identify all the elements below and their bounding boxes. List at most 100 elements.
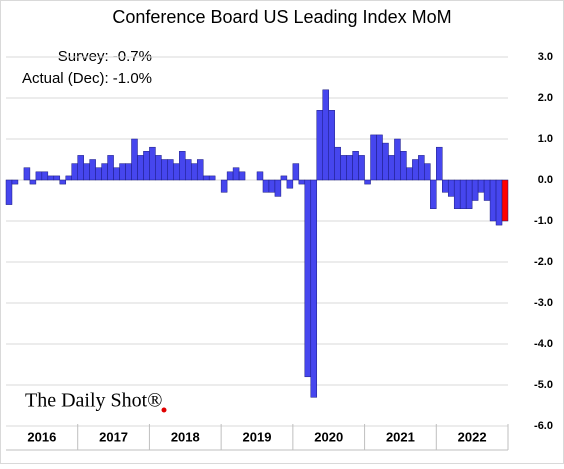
bar <box>208 175 216 181</box>
bar <box>262 179 270 193</box>
bar <box>11 179 19 185</box>
bar <box>471 179 479 201</box>
bar <box>316 110 323 181</box>
bar <box>436 146 443 181</box>
bar <box>83 163 90 181</box>
bar <box>155 155 162 181</box>
bar <box>196 159 204 181</box>
bar <box>418 155 425 181</box>
y-tick-label: 1.0 <box>538 133 553 145</box>
bar <box>65 175 72 181</box>
bar <box>382 142 389 181</box>
bar <box>143 151 150 181</box>
bar <box>41 171 49 181</box>
annotation: Actual (Dec): -1.0% <box>22 70 152 87</box>
bar <box>35 171 43 181</box>
bar <box>185 159 192 181</box>
bar <box>280 175 288 181</box>
bar <box>59 179 67 185</box>
y-tick-label: 0.0 <box>538 174 553 186</box>
bar <box>119 163 126 181</box>
y-tick-label: -5.0 <box>534 379 553 391</box>
y-tick-label: -3.0 <box>534 297 553 309</box>
watermark-dot <box>161 407 167 413</box>
bar <box>167 159 174 181</box>
bar <box>149 146 156 181</box>
bar <box>232 167 240 181</box>
bar <box>501 179 509 222</box>
bar <box>352 151 359 181</box>
bar <box>95 167 102 181</box>
bar <box>388 155 395 181</box>
y-tick-label: -2.0 <box>534 256 553 268</box>
x-group-label: 2022 <box>458 429 487 444</box>
bar <box>179 151 186 181</box>
x-group-label: 2021 <box>386 429 415 444</box>
bar <box>292 163 300 181</box>
x-group-label: 2019 <box>243 429 272 444</box>
bar <box>161 159 168 181</box>
bar <box>274 179 282 197</box>
bar <box>226 171 234 181</box>
bar <box>430 179 437 209</box>
bar <box>483 179 491 201</box>
bar <box>131 138 138 181</box>
bar <box>47 175 55 181</box>
bar <box>358 155 365 181</box>
bar <box>328 110 335 181</box>
bar <box>268 179 276 193</box>
watermark: The Daily Shot® <box>25 390 162 412</box>
bar <box>340 155 347 181</box>
x-group-label: 2016 <box>27 429 56 444</box>
bar <box>453 179 461 209</box>
bar <box>29 179 37 185</box>
bar <box>191 163 198 181</box>
bar <box>310 179 318 398</box>
bar <box>23 167 31 181</box>
bar <box>412 159 419 181</box>
y-tick-label: -1.0 <box>534 215 553 227</box>
bar <box>364 179 371 185</box>
bar <box>400 151 407 181</box>
y-tick-label: 3.0 <box>538 51 553 63</box>
bar <box>322 89 329 181</box>
bar <box>107 155 114 181</box>
bar <box>286 179 294 189</box>
bar <box>71 163 78 181</box>
x-group-label: 2018 <box>171 429 200 444</box>
bar <box>394 138 401 181</box>
bar <box>304 179 312 378</box>
bar <box>238 171 246 181</box>
bar <box>53 175 61 181</box>
bar <box>447 179 455 197</box>
bar <box>137 155 144 181</box>
bar <box>459 179 467 209</box>
bar <box>220 179 228 193</box>
bar <box>424 163 431 181</box>
bar <box>77 155 84 181</box>
bar <box>173 163 180 181</box>
bar <box>495 179 503 226</box>
bar <box>442 179 449 193</box>
bar <box>334 146 341 181</box>
bar <box>465 179 473 209</box>
bar <box>477 179 485 193</box>
bar <box>406 167 413 181</box>
annotation: Survey: -0.7% <box>58 48 152 65</box>
bar <box>89 159 96 181</box>
chart-title: Conference Board US Leading Index MoM <box>112 7 451 27</box>
bar <box>346 155 353 181</box>
bar <box>376 134 383 181</box>
bar <box>489 179 497 222</box>
bar <box>256 171 264 181</box>
bar <box>370 134 377 181</box>
bar <box>113 167 120 181</box>
y-tick-label: -4.0 <box>534 338 553 350</box>
bar <box>125 163 132 181</box>
bar <box>101 163 108 181</box>
y-tick-label: -6.0 <box>534 420 553 432</box>
bar <box>298 179 306 185</box>
x-group-label: 2017 <box>99 429 128 444</box>
